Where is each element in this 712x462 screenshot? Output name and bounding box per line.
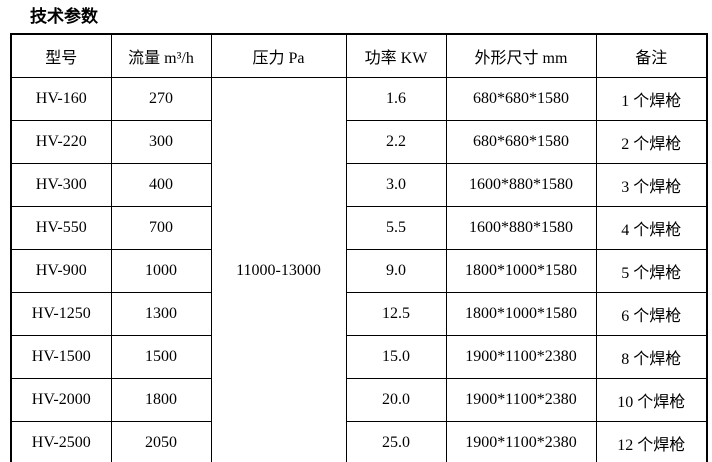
- header-pressure: 压力 Pa: [210, 33, 347, 78]
- power-cell: 1.6: [345, 77, 447, 121]
- model-cell: HV-2500: [10, 421, 112, 462]
- power-cell: 3.0: [345, 163, 447, 207]
- power-cell: 9.0: [345, 249, 447, 293]
- dimensions-cell: 1600*880*1580: [445, 163, 597, 207]
- spec-table: 型号 流量 m³/h 压力 Pa 功率 KW 外形尺寸 mm 备注 HV-160…: [10, 33, 708, 462]
- remark-cell: 3 个焊枪: [595, 163, 708, 207]
- power-cell: 15.0: [345, 335, 447, 379]
- model-cell: HV-300: [10, 163, 112, 207]
- page-title: 技术参数: [30, 7, 98, 26]
- table-row: HV-2000 1800 20.0 1900*1100*2380 10 个焊枪: [10, 378, 708, 422]
- flow-cell: 1300: [110, 292, 212, 336]
- remark-cell: 10 个焊枪: [595, 378, 708, 422]
- flow-cell: 300: [110, 120, 212, 164]
- remark-cell: 12 个焊枪: [595, 421, 708, 462]
- power-cell: 25.0: [345, 421, 447, 462]
- dimensions-cell: 680*680*1580: [445, 120, 597, 164]
- model-cell: HV-1250: [10, 292, 112, 336]
- flow-cell: 1500: [110, 335, 212, 379]
- model-cell: HV-160: [10, 77, 112, 121]
- table-row: HV-2500 2050 25.0 1900*1100*2380 12 个焊枪: [10, 421, 708, 462]
- remark-cell: 5 个焊枪: [595, 249, 708, 293]
- header-flow: 流量 m³/h: [110, 33, 212, 78]
- remark-cell: 8 个焊枪: [595, 335, 708, 379]
- header-power: 功率 KW: [345, 33, 447, 78]
- model-cell: HV-900: [10, 249, 112, 293]
- table-row: HV-900 1000 9.0 1800*1000*1580 5 个焊枪: [10, 249, 708, 293]
- model-cell: HV-550: [10, 206, 112, 250]
- header-remark: 备注: [595, 33, 708, 78]
- remark-cell: 2 个焊枪: [595, 120, 708, 164]
- flow-cell: 270: [110, 77, 212, 121]
- dimensions-cell: 680*680*1580: [445, 77, 597, 121]
- flow-cell: 400: [110, 163, 212, 207]
- table-header-row: 型号 流量 m³/h 压力 Pa 功率 KW 外形尺寸 mm 备注: [10, 33, 708, 78]
- table-row: HV-550 700 5.5 1600*880*1580 4 个焊枪: [10, 206, 708, 250]
- flow-cell: 1000: [110, 249, 212, 293]
- table-row: HV-160 270 11000-13000 1.6 680*680*1580 …: [10, 77, 708, 462]
- model-cell: HV-2000: [10, 378, 112, 422]
- flow-cell: 2050: [110, 421, 212, 462]
- dimensions-cell: 1900*1100*2380: [445, 378, 597, 422]
- table-row: HV-220 300 2.2 680*680*1580 2 个焊枪: [10, 120, 708, 164]
- dimensions-cell: 1900*1100*2380: [445, 421, 597, 462]
- flow-cell: 1800: [110, 378, 212, 422]
- table-row: HV-1250 1300 12.5 1800*1000*1580 6 个焊枪: [10, 292, 708, 336]
- model-cell: HV-220: [10, 120, 112, 164]
- remark-cell: 1 个焊枪: [595, 77, 708, 121]
- table-row: HV-1500 1500 15.0 1900*1100*2380 8 个焊枪: [10, 335, 708, 379]
- power-cell: 5.5: [345, 206, 447, 250]
- pressure-cell: 11000-13000: [210, 77, 347, 462]
- power-cell: 12.5: [345, 292, 447, 336]
- remark-cell: 4 个焊枪: [595, 206, 708, 250]
- dimensions-cell: 1900*1100*2380: [445, 335, 597, 379]
- dimensions-cell: 1800*1000*1580: [445, 249, 597, 293]
- power-cell: 20.0: [345, 378, 447, 422]
- flow-cell: 700: [110, 206, 212, 250]
- power-cell: 2.2: [345, 120, 447, 164]
- header-dimensions: 外形尺寸 mm: [445, 33, 597, 78]
- header-model: 型号: [10, 33, 112, 78]
- model-cell: HV-1500: [10, 335, 112, 379]
- dimensions-cell: 1800*1000*1580: [445, 292, 597, 336]
- table-row: HV-300 400 3.0 1600*880*1580 3 个焊枪: [10, 163, 708, 207]
- dimensions-cell: 1600*880*1580: [445, 206, 597, 250]
- remark-cell: 6 个焊枪: [595, 292, 708, 336]
